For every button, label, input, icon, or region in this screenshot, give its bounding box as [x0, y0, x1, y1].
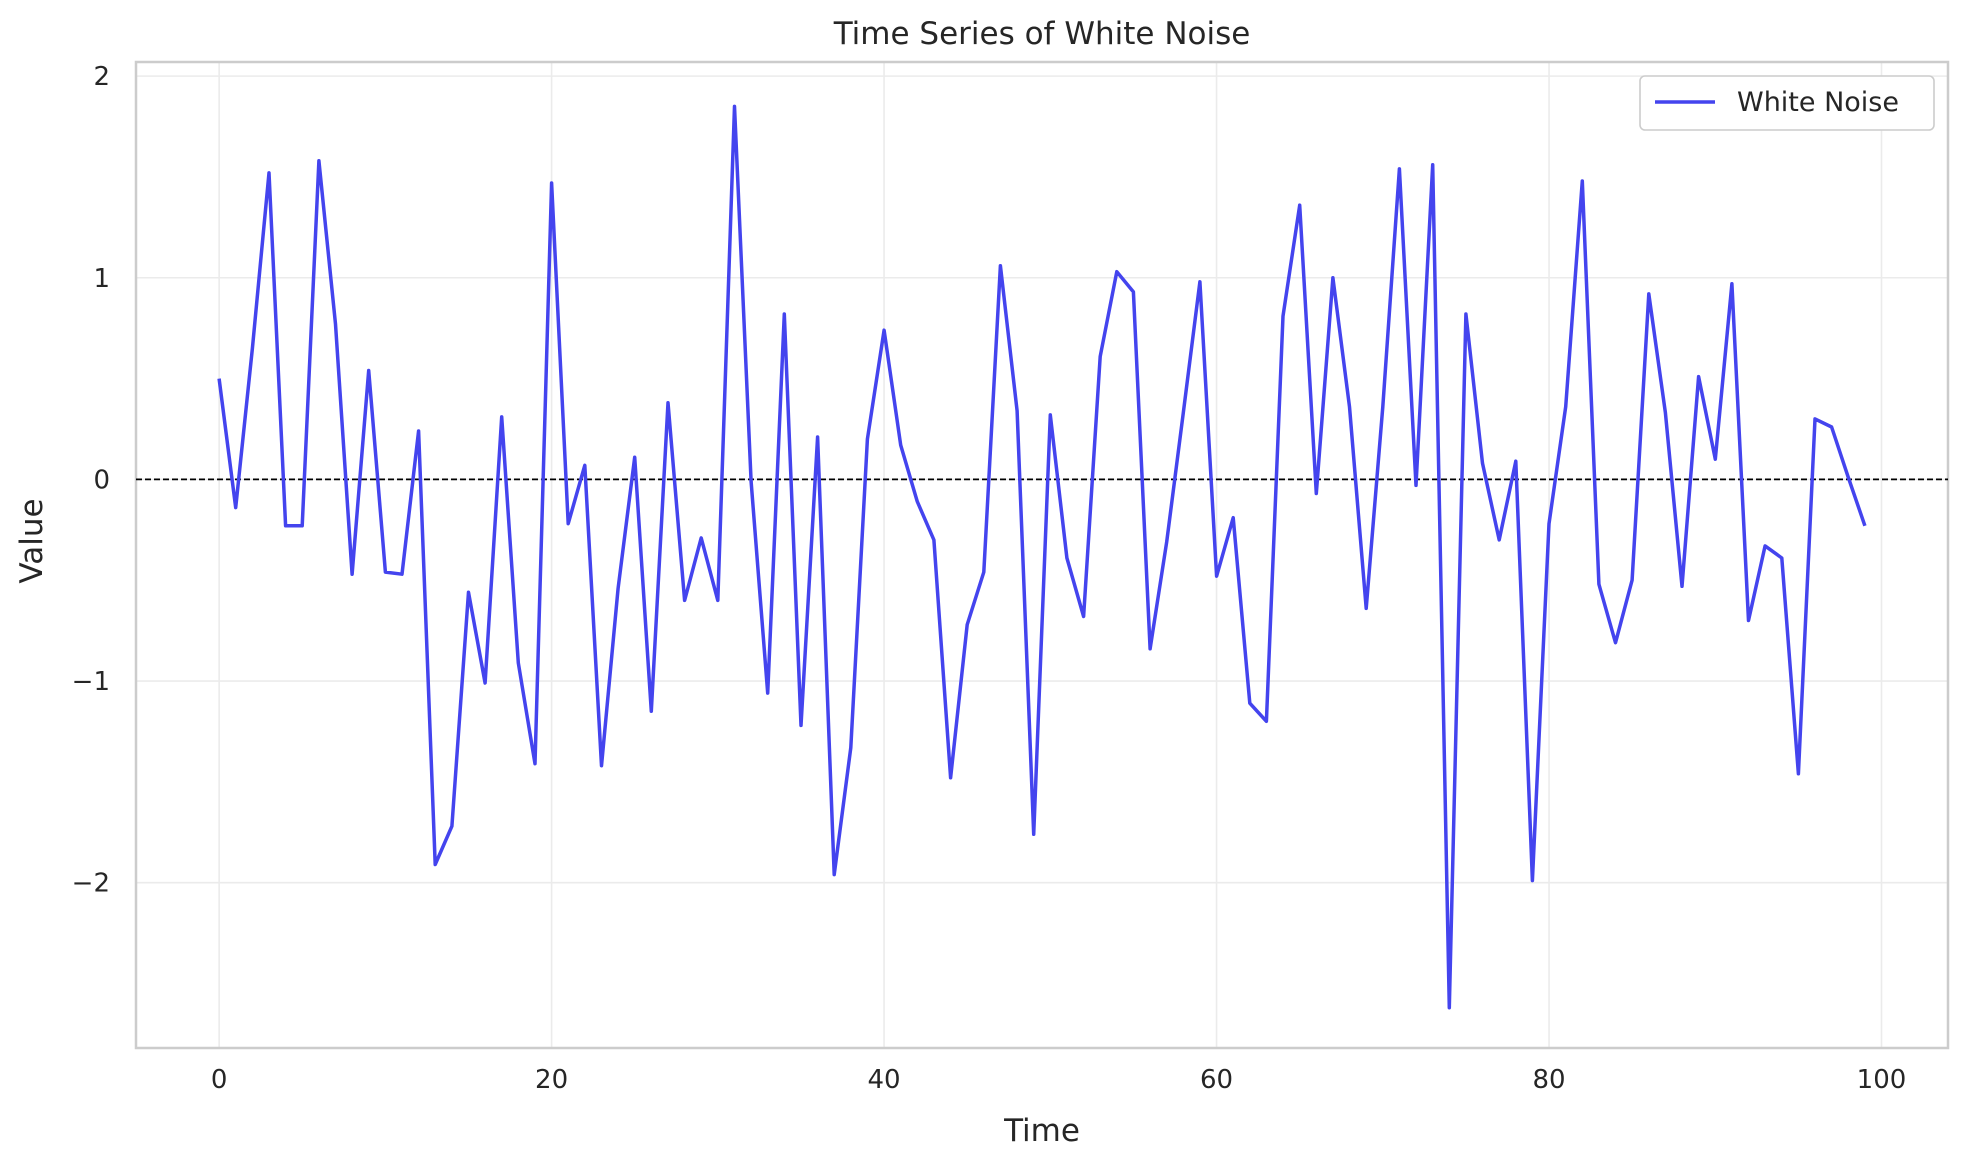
x-tick-label: 60 [1200, 1065, 1233, 1095]
x-axis-label: Time [1003, 1113, 1080, 1149]
plot-frame [134, 60, 1950, 1050]
x-tick-label: 0 [211, 1065, 228, 1095]
legend-box [1639, 75, 1935, 131]
y-tick-label: 0 [93, 465, 110, 495]
y-axis-label: Value [14, 498, 50, 583]
chart-title: Time Series of White Noise [833, 16, 1251, 52]
legend: White Noise [1639, 75, 1935, 131]
y-axis-ticks: −2 −1 0 1 2 [72, 62, 110, 899]
y-tick-label: −2 [72, 869, 110, 899]
y-tick-label: −1 [72, 667, 110, 697]
x-tick-label: 20 [535, 1065, 568, 1095]
series-layer [217, 104, 1867, 1010]
y-tick-label: 2 [93, 62, 110, 92]
x-tick-label: 40 [868, 1065, 901, 1095]
x-tick-label: 80 [1532, 1065, 1565, 1095]
series-line-white-noise [217, 104, 1867, 1010]
x-axis-ticks: 0 20 40 60 80 100 [211, 1065, 1906, 1095]
plot-area [134, 60, 1950, 1050]
x-tick-label: 100 [1857, 1065, 1907, 1095]
y-tick-label: 1 [93, 264, 110, 294]
legend-label: White Noise [1737, 87, 1899, 118]
